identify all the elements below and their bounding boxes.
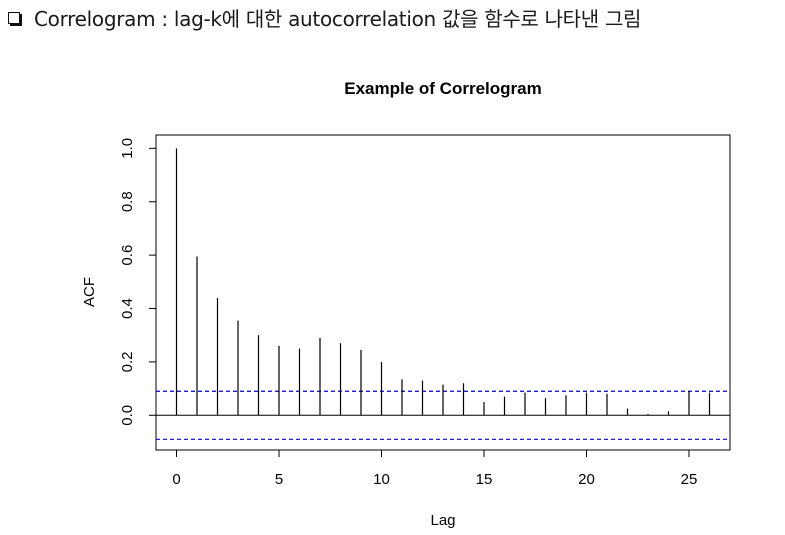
y-tick-label: 0.0	[119, 405, 136, 426]
x-tick-label: 0	[172, 471, 180, 488]
x-axis-label: Lag	[430, 512, 455, 529]
y-tick-label: 1.0	[119, 138, 136, 159]
y-tick-label: 0.8	[119, 191, 136, 212]
x-tick-label: 10	[373, 471, 390, 488]
y-tick-label: 0.4	[119, 298, 136, 319]
x-tick-label: 5	[275, 471, 283, 488]
y-axis: 0.0 0.2 0.4 0.6 0.8 1.0	[119, 138, 157, 426]
hollow-square-bullet-icon	[8, 11, 20, 24]
x-tick-label: 25	[681, 471, 698, 488]
x-axis: 0 5 10 15 20 25	[172, 449, 698, 488]
header-text: Correlogram : lag-k에 대한 autocorrelation …	[34, 6, 642, 31]
acf-bars	[175, 148, 711, 416]
chart-title: Example of Correlogram	[344, 79, 541, 98]
y-tick-label: 0.2	[119, 351, 136, 372]
header: Correlogram : lag-k에 대한 autocorrelation …	[8, 2, 641, 32]
y-axis-label: ACF	[81, 277, 98, 307]
y-tick-label: 0.6	[119, 245, 136, 266]
x-tick-label: 15	[476, 471, 493, 488]
x-tick-label: 20	[578, 471, 595, 488]
